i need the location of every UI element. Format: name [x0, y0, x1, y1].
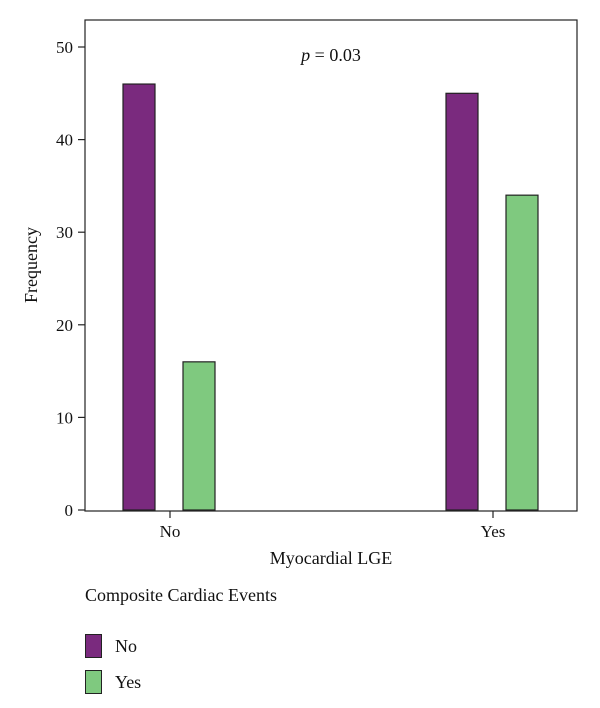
bar-no-yes	[182, 361, 216, 511]
legend-label-no: No	[115, 635, 137, 656]
legend: Composite Cardiac Events No Yes	[85, 585, 277, 700]
y-tick-label: 0	[65, 501, 74, 520]
x-axis: No Yes	[160, 511, 506, 541]
bar-yes-yes	[505, 194, 539, 511]
y-tick-label: 30	[56, 223, 73, 242]
plot-frame	[84, 19, 578, 512]
p-value: = 0.03	[310, 45, 361, 65]
bar-yes-no	[445, 92, 479, 511]
y-axis: 0 10 20 30 40 50	[56, 38, 85, 520]
p-symbol: p	[299, 45, 310, 65]
bars	[122, 83, 539, 511]
legend-swatch-yes	[85, 670, 102, 694]
legend-title: Composite Cardiac Events	[85, 585, 277, 605]
x-tick-label: No	[160, 522, 181, 541]
legend-swatch-no	[85, 634, 102, 658]
y-tick-label: 20	[56, 316, 73, 335]
legend-label-yes: Yes	[115, 671, 142, 692]
bar-no-no	[122, 83, 156, 511]
legend-item-no: No	[85, 628, 277, 664]
x-tick-label: Yes	[481, 522, 506, 541]
bar-chart: 0 10 20 30 40 50 No Yes Frequency Myocardial L…	[21, 19, 578, 568]
legend-item-yes: Yes	[85, 664, 277, 700]
y-tick-label: 50	[56, 38, 73, 57]
y-tick-label: 40	[56, 131, 73, 150]
x-axis-label: Myocardial LGE	[270, 548, 392, 568]
y-axis-label: Frequency	[21, 227, 41, 303]
y-tick-label: 10	[56, 408, 73, 427]
p-value-annotation: p = 0.03	[299, 45, 361, 65]
